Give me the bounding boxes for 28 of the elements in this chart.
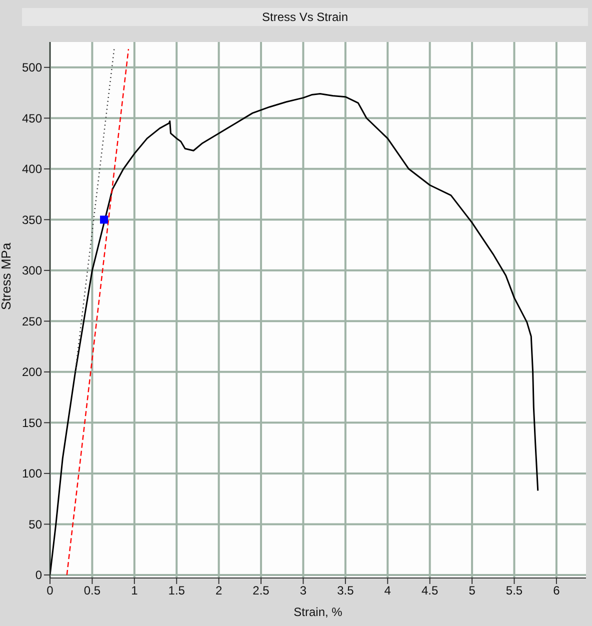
x-tick-label: 1.5: [168, 584, 186, 598]
x-tick-label: 0: [46, 584, 54, 598]
x-tick-label: 6: [553, 584, 560, 598]
x-axis-title: Strain, %: [294, 605, 343, 619]
x-tick-label: 4: [384, 584, 392, 598]
y-tick-label: 0: [35, 568, 42, 582]
x-tick-label: 5.5: [506, 584, 523, 598]
y-tick-label: 300: [22, 264, 42, 278]
x-tick-label: 3: [300, 584, 307, 598]
x-tick-label: 1: [131, 584, 138, 598]
x-tick-label: 2: [215, 584, 222, 598]
x-tick-label: 5: [468, 584, 476, 598]
y-tick-label: 250: [22, 314, 42, 328]
y-tick-label: 400: [22, 162, 42, 176]
y-tick-label: 450: [22, 111, 42, 126]
y-tick-label: 200: [22, 365, 42, 380]
x-tick-label: 0.5: [84, 584, 101, 598]
y-tick-label: 100: [22, 466, 42, 481]
line-series: [50, 93, 539, 576]
y-tick-label: 50: [28, 517, 42, 532]
chart-title: Stress Vs Strain: [22, 8, 588, 26]
x-tick-label: 4.5: [422, 584, 439, 598]
y-tick-label: 500: [22, 60, 42, 75]
y-axis-title: Stress MPa: [0, 242, 14, 310]
x-tick-label: 3.5: [337, 584, 354, 598]
y-tick-label: 150: [22, 416, 42, 430]
x-tick-label: 2.5: [252, 584, 270, 598]
y-tick-label: 350: [22, 212, 42, 227]
